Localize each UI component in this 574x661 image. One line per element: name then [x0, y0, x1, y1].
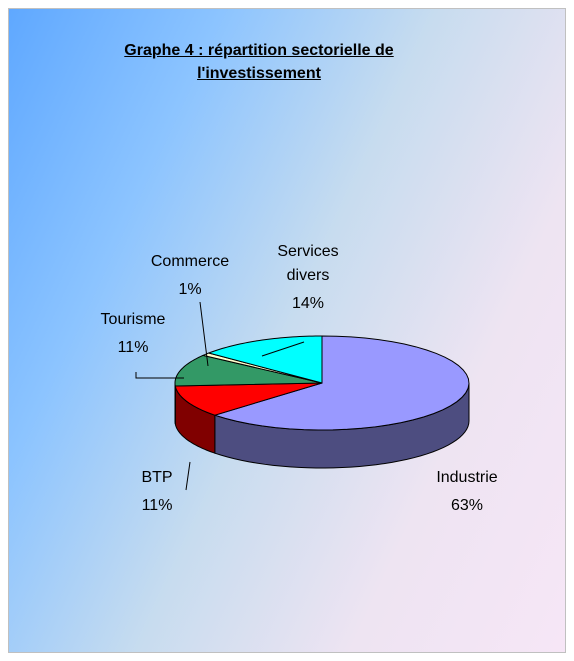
value-label: 11% [141, 497, 173, 514]
category-label: BTP [141, 469, 173, 486]
slice-label: Commerce 1% [135, 250, 245, 304]
category-label: Commerce [150, 253, 230, 270]
chart-frame: Graphe 4 : répartition sectorielle de l'… [8, 8, 566, 653]
slice-label: Industrie 63% [412, 466, 522, 520]
value-label: 63% [450, 497, 484, 514]
slice [174, 354, 323, 387]
category-label: Services divers [277, 243, 339, 284]
slice [213, 335, 470, 431]
slice-label: Tourisme 11% [78, 308, 188, 362]
category-label: Tourisme [100, 311, 166, 328]
slice [207, 335, 323, 384]
value-label: 1% [178, 281, 202, 298]
value-label: 11% [117, 339, 149, 356]
chart-title: Graphe 4 : répartition sectorielle de l'… [124, 42, 394, 82]
leader-line [199, 301, 209, 367]
value-label: 14% [291, 295, 325, 312]
slice-label: Services divers 14% [253, 240, 363, 318]
slice-label: BTP 11% [102, 466, 212, 520]
category-label: Industrie [436, 469, 498, 486]
leader-line [135, 372, 184, 379]
leader-line [261, 341, 305, 357]
leader-line [185, 461, 191, 491]
slice [174, 382, 323, 416]
